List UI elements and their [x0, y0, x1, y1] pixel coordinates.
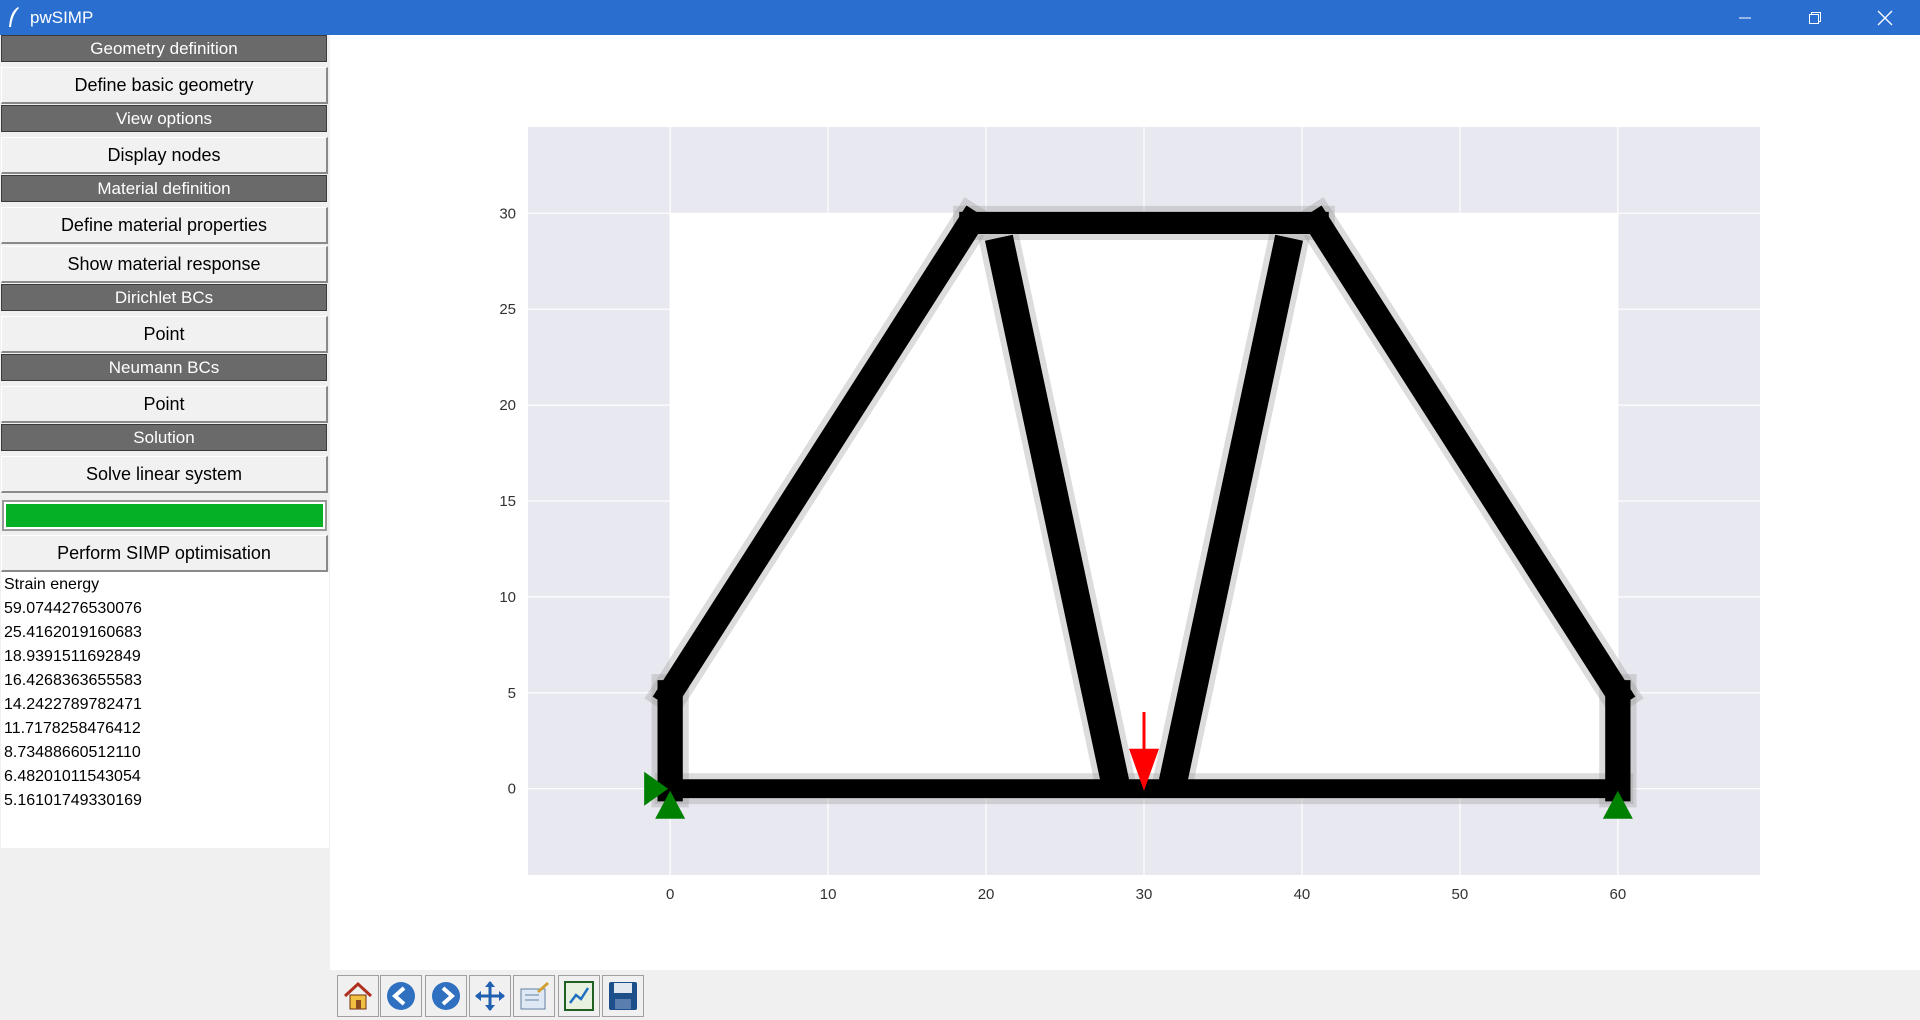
window-title: pwSIMP — [30, 8, 94, 27]
button-point[interactable]: Point — [1, 386, 328, 423]
home-button[interactable] — [337, 975, 379, 1017]
perform-simp-button[interactable]: Perform SIMP optimisation — [1, 535, 328, 572]
x-tick-label: 10 — [820, 886, 837, 903]
feather-icon — [9, 7, 19, 27]
minimize-button[interactable] — [1710, 0, 1780, 35]
save-icon — [609, 982, 637, 1010]
section-header-dirichlet-bcs: Dirichlet BCs — [1, 284, 327, 311]
y-tick-label: 10 — [499, 589, 516, 606]
roller-support — [644, 771, 669, 806]
restore-icon — [1809, 11, 1821, 24]
pin-support — [655, 790, 686, 819]
title-bar: pwSIMP — [0, 0, 1920, 35]
structural-member — [1300, 205, 1636, 711]
log-value: 25.4162019160683 — [4, 624, 142, 641]
strain-energy-log: Strain energy 59.0744276530076 25.4162019… — [1, 572, 329, 848]
back-button[interactable] — [380, 975, 422, 1017]
x-tick-label: 0 — [666, 886, 674, 903]
home-icon — [343, 981, 373, 1010]
load-arrow-head — [1129, 748, 1159, 791]
forward-button[interactable] — [425, 975, 467, 1017]
button-display-nodes[interactable]: Display nodes — [1, 137, 328, 174]
control-panel: Geometry definition Define basic geometry… — [0, 35, 330, 1020]
pan-button[interactable] — [469, 975, 511, 1017]
close-button[interactable] — [1850, 0, 1920, 35]
section-header-material-definition: Material definition — [1, 175, 327, 202]
pan-icon — [475, 981, 505, 1011]
close-icon — [1877, 10, 1893, 25]
zoom-icon — [564, 981, 594, 1011]
section-header-solution: Solution — [1, 424, 327, 451]
button-define-basic-geometry[interactable]: Define basic geometry — [1, 67, 328, 104]
pin-support — [1602, 790, 1633, 819]
structural-member — [1158, 234, 1304, 787]
section-header-view-options: View options — [1, 105, 327, 132]
log-value: 14.2422789782471 — [4, 696, 142, 713]
save-button[interactable] — [602, 975, 644, 1017]
topology-plot: 0 10 20 30 40 50 60 0 5 10 15 20 25 30 — [499, 127, 1760, 903]
y-tick-label: 30 — [499, 205, 516, 222]
y-tick-label: 5 — [508, 685, 516, 702]
log-value: 59.0744276530076 — [4, 600, 142, 617]
progress-fill — [6, 504, 323, 527]
x-tick-label: 30 — [1136, 886, 1153, 903]
back-icon — [387, 982, 415, 1010]
y-tick-label: 25 — [499, 301, 516, 318]
section-header-geometry-definition: Geometry definition — [1, 35, 327, 62]
minimize-icon — [1739, 17, 1751, 18]
structural-member — [984, 234, 1130, 787]
log-value: 5.16101749330169 — [4, 792, 142, 809]
log-title: Strain energy — [4, 576, 100, 593]
forward-icon — [432, 982, 460, 1010]
restore-button[interactable] — [1780, 0, 1850, 35]
button-point[interactable]: Point — [1, 316, 328, 353]
x-tick-label: 40 — [1294, 886, 1311, 903]
structural-member — [652, 205, 988, 711]
button-solve-linear-system[interactable]: Solve linear system — [1, 456, 328, 493]
log-value: 6.48201011543054 — [4, 768, 141, 785]
y-tick-label: 15 — [499, 493, 516, 510]
x-tick-label: 50 — [1452, 886, 1469, 903]
log-value: 18.9391511692849 — [4, 648, 141, 665]
log-value: 16.4268363655583 — [4, 672, 142, 689]
design-domain — [670, 213, 1618, 789]
button-show-material-response[interactable]: Show material response — [1, 246, 328, 283]
y-tick-label: 20 — [499, 397, 516, 414]
y-tick-label: 0 — [508, 781, 516, 798]
progress-bar — [2, 500, 327, 531]
log-value: 11.7178258476412 — [4, 720, 141, 737]
x-tick-label: 60 — [1610, 886, 1627, 903]
plot-canvas[interactable]: 0 10 20 30 40 50 60 0 5 10 15 20 25 30 — [330, 35, 1920, 970]
log-value: 8.73488660512110 — [4, 744, 141, 761]
button-define-material-properties[interactable]: Define material properties — [1, 207, 328, 244]
navigation-toolbar — [330, 970, 1920, 1020]
section-header-neumann-bcs: Neumann BCs — [1, 354, 327, 381]
configure-subplots-icon — [520, 982, 549, 1010]
x-tick-label: 20 — [978, 886, 995, 903]
zoom-button[interactable] — [558, 975, 600, 1017]
configure-subplots-button[interactable] — [513, 975, 555, 1017]
